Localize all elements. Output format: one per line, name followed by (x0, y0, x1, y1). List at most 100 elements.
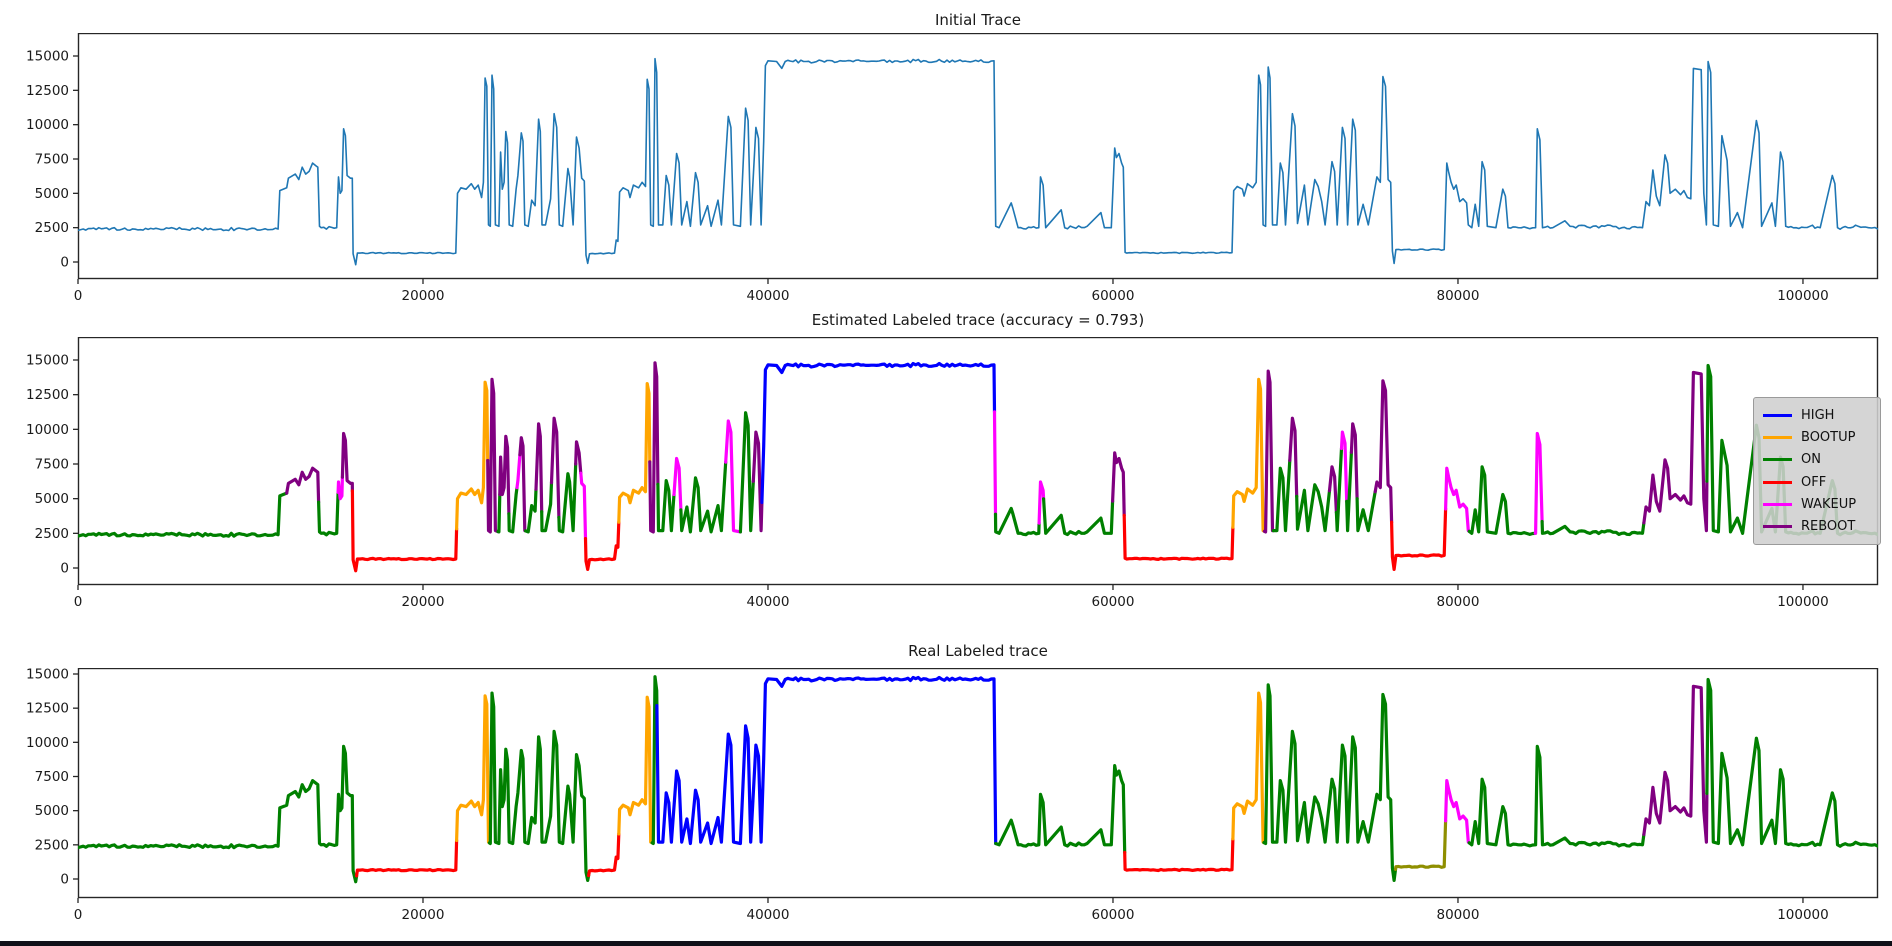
subplot-title-initial: Initial Trace (934, 11, 1022, 29)
trace-segment (1533, 431, 1544, 535)
legend-item: ON (1763, 449, 1871, 471)
trace-segment (992, 410, 998, 516)
trace-segment (534, 422, 544, 514)
y-tick-label: 2500 (35, 526, 69, 542)
trace-segment (574, 440, 583, 475)
legend-item: HIGH (1763, 404, 1871, 426)
y-tick-label: 15000 (26, 49, 69, 65)
trace-lines (78, 361, 1878, 573)
y-tick-label: 0 (60, 561, 69, 577)
x-tick-label: 100000 (1777, 907, 1829, 923)
trace-segment (1373, 379, 1394, 524)
x-tick-label: 80000 (1436, 288, 1479, 304)
trace-segment (1111, 451, 1126, 517)
trace-segment (557, 462, 578, 534)
trace-segment (1271, 458, 1292, 533)
legend: HIGH BOOTUP ON OFF WAKEUP REBOOT (1753, 397, 1881, 545)
trace-segment (994, 764, 1127, 855)
trace-segment (1642, 370, 1709, 533)
y-tick-label: 10000 (26, 422, 69, 438)
trace-segment (579, 471, 588, 541)
trace-segment (1295, 483, 1332, 533)
plot-spines (77, 668, 1879, 899)
trace-segment (587, 832, 621, 878)
x-tick-label: 0 (74, 288, 83, 304)
trace-segment (751, 430, 764, 533)
x-tick-label: 40000 (747, 594, 790, 610)
x-tick-label: 80000 (1436, 594, 1479, 610)
y-tick-label: 10000 (26, 735, 69, 751)
trace-segment (672, 456, 683, 512)
y-tick-label: 0 (60, 255, 69, 271)
trace-segment (350, 489, 459, 573)
trace-segment (1355, 490, 1377, 533)
trace-segment (518, 436, 528, 533)
trace-segment (679, 460, 728, 534)
plot-spines (77, 337, 1879, 586)
y-tick-label: 0 (60, 872, 69, 888)
trace-segment (617, 382, 652, 524)
x-tick-label: 20000 (402, 288, 445, 304)
trace-segment (1393, 819, 1448, 871)
legend-line-sample (1763, 502, 1792, 506)
trace-segment (486, 377, 500, 534)
y-tick-label: 2500 (35, 837, 69, 853)
legend-item: REBOOT (1763, 516, 1871, 538)
legend-label: HIGH (1801, 407, 1835, 423)
legend-item: WAKEUP (1763, 493, 1871, 515)
trace-segment (1540, 519, 1646, 537)
trace-segment (78, 57, 1878, 266)
trace-segment (993, 506, 1041, 537)
plot-canvas-estimated: 0 2500 5000 7500 10000 12500 15000 0 20000 40000 6… (26, 337, 1879, 610)
trace-segment (1444, 466, 1471, 533)
trace-segment (285, 466, 321, 504)
y-tick-label: 7500 (35, 769, 69, 785)
trace-segment (1123, 837, 1235, 873)
x-tick-label: 40000 (747, 288, 790, 304)
trace-segment (498, 434, 511, 516)
trace-segment (656, 479, 676, 533)
trace-segment (1122, 513, 1235, 561)
legend-label: REBOOT (1801, 519, 1856, 535)
x-tick-label: 80000 (1436, 907, 1479, 923)
trace-segment (617, 695, 654, 845)
trace-segment (78, 491, 289, 538)
plot-canvas-real: 0 2500 5000 7500 10000 12500 15000 0 20000 40000 6… (26, 668, 1879, 923)
plot-canvas-initial: 0 2500 5000 7500 10000 12500 15000 0 20000 40000 6… (26, 33, 1879, 304)
trace-segment (78, 744, 359, 884)
y-tick-label: 5000 (35, 491, 69, 507)
y-tick-label: 15000 (26, 668, 69, 683)
trace-segment (1037, 480, 1046, 525)
x-tick-label: 60000 (1092, 594, 1135, 610)
trace-segment (1349, 422, 1359, 501)
trace-segment (549, 416, 561, 519)
trace-segment (524, 487, 538, 534)
y-tick-label: 10000 (26, 117, 69, 133)
trace-segment (1262, 683, 1398, 882)
trace-segment (1390, 507, 1448, 571)
trace-segment (515, 453, 522, 490)
legend-line-sample (1763, 413, 1792, 417)
y-tick-label: 7500 (35, 457, 69, 473)
trace-segment (1288, 416, 1299, 498)
x-tick-label: 20000 (402, 907, 445, 923)
legend-line-sample (1763, 458, 1792, 462)
trace-segment (1444, 779, 1471, 845)
y-tick-label: 12500 (26, 387, 69, 403)
x-tick-label: 60000 (1092, 288, 1135, 304)
legend-label: WAKEUP (1801, 496, 1857, 512)
window-bottom-edge (0, 941, 1892, 946)
x-tick-label: 0 (74, 907, 83, 923)
y-tick-label: 15000 (26, 353, 69, 369)
trace-segment (1262, 369, 1275, 534)
subplot-title-estimated: Estimated Labeled trace (accuracy = 0.79… (811, 311, 1145, 329)
legend-label: BOOTUP (1801, 429, 1856, 445)
trace-lines (78, 675, 1878, 884)
trace-segment (496, 492, 502, 534)
trace-segment (1345, 450, 1353, 533)
y-tick-label: 12500 (26, 701, 69, 717)
trace-segment (1231, 377, 1266, 533)
legend-label: OFF (1801, 474, 1827, 490)
trace-segment (724, 419, 742, 534)
trace-segment (507, 486, 519, 534)
